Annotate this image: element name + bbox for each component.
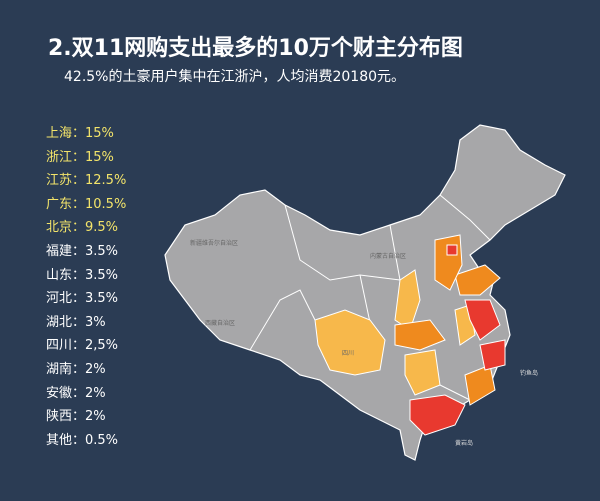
- region-jiangsu: [464, 299, 501, 341]
- list-item: 上海：15%: [46, 126, 114, 141]
- list-item: 江苏：12.5%: [46, 173, 127, 189]
- region-shaanxi: [394, 269, 421, 331]
- map-label: 内蒙古自治区: [370, 252, 406, 260]
- list-item: 安徽：2%: [46, 385, 106, 401]
- list-item: 福建：3.5%: [46, 244, 119, 259]
- list-item: 河北：3.5%: [46, 291, 119, 307]
- list-item: 湖北：3%: [46, 314, 106, 330]
- map-label: 四川: [342, 350, 354, 357]
- map-label: 钓鱼岛: [520, 369, 538, 377]
- list-item: 山东：3.5%: [46, 267, 119, 283]
- list-item: 湖南：2%: [46, 362, 106, 377]
- list-item: 广东：10.5%: [46, 196, 127, 212]
- map-label: 黄岩岛: [455, 439, 473, 447]
- region-hunan: [404, 349, 441, 396]
- list-item: 浙江：15%: [46, 149, 114, 165]
- region-guangdong: [409, 394, 466, 436]
- list-item: 北京：9.5%: [46, 220, 119, 236]
- subtitle: 42.5%的土豪用户集中在江浙沪，人均消费20180元。: [64, 69, 406, 85]
- province-borders: [249, 194, 491, 401]
- region-shandong: [454, 264, 501, 296]
- region-sichuan: [314, 309, 386, 376]
- region-zhejiang: [479, 339, 506, 371]
- map-label: 西藏自治区: [205, 319, 235, 327]
- region-beijing: [446, 244, 458, 256]
- map-label: 新疆维吾尔自治区: [190, 239, 238, 247]
- list-item: 四川：2,5%: [46, 338, 119, 354]
- region-fujian: [464, 364, 496, 406]
- list-item: 其他：0.5%: [46, 432, 119, 448]
- china-outline: [164, 124, 566, 461]
- list-item: 陕西：2%: [46, 409, 106, 425]
- region-hubei: [394, 319, 446, 351]
- title: 2.双11网购支出最多的10万个财主分布图: [48, 36, 463, 61]
